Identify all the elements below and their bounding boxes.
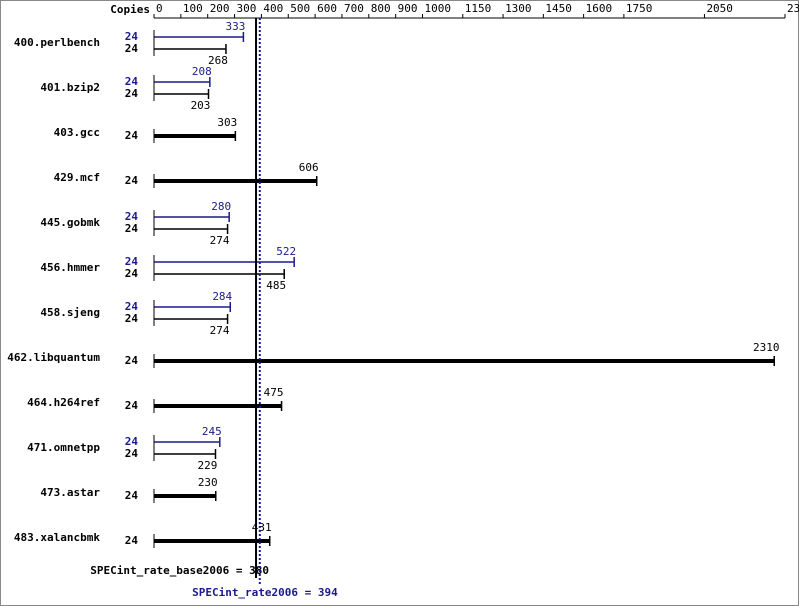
value-label: 606 bbox=[299, 161, 319, 174]
value-label: 245 bbox=[202, 425, 222, 438]
value-label: 2310 bbox=[753, 341, 780, 354]
copies-label: 24 bbox=[125, 210, 139, 223]
x-tick-label: 1300 bbox=[505, 2, 532, 15]
category-label: 400.perlbench bbox=[14, 36, 100, 49]
x-tick-label: 1000 bbox=[425, 2, 452, 15]
copies-label: 24 bbox=[125, 354, 139, 367]
x-tick-label: 1450 bbox=[545, 2, 572, 15]
value-label: 268 bbox=[208, 54, 228, 67]
category-label: 429.mcf bbox=[54, 171, 100, 184]
value-label: 303 bbox=[217, 116, 237, 129]
value-label: 475 bbox=[264, 386, 284, 399]
x-tick-label: 1150 bbox=[465, 2, 492, 15]
category-label: 456.hmmer bbox=[40, 261, 100, 274]
copies-label: 24 bbox=[125, 312, 139, 325]
copies-label: 24 bbox=[125, 435, 139, 448]
value-label: 522 bbox=[276, 245, 296, 258]
copies-label: 24 bbox=[125, 87, 139, 100]
copies-label: 24 bbox=[125, 222, 139, 235]
copies-header: Copies bbox=[110, 3, 150, 16]
category-label: 471.omnetpp bbox=[27, 441, 100, 454]
category-label: 462.libquantum bbox=[7, 351, 100, 364]
x-tick-label: 700 bbox=[344, 2, 364, 15]
x-tick-label: 1600 bbox=[586, 2, 613, 15]
value-label: 333 bbox=[225, 20, 245, 33]
x-tick-label: 0 bbox=[156, 2, 163, 15]
value-label: 274 bbox=[210, 324, 230, 337]
x-tick-label: 100 bbox=[183, 2, 203, 15]
x-tick-label: 900 bbox=[398, 2, 418, 15]
value-label: 230 bbox=[198, 476, 218, 489]
x-tick-label: 2350 bbox=[787, 2, 799, 15]
value-label: 431 bbox=[252, 521, 272, 534]
copies-label: 24 bbox=[125, 174, 139, 187]
category-label: 464.h264ref bbox=[27, 396, 100, 409]
x-tick-label: 800 bbox=[371, 2, 391, 15]
value-label: 274 bbox=[210, 234, 230, 247]
category-label: 445.gobmk bbox=[40, 216, 100, 229]
copies-label: 24 bbox=[125, 30, 139, 43]
copies-label: 24 bbox=[125, 399, 139, 412]
copies-label: 24 bbox=[125, 129, 139, 142]
x-tick-label: 400 bbox=[263, 2, 283, 15]
x-tick-label: 300 bbox=[237, 2, 257, 15]
value-label: 229 bbox=[198, 459, 218, 472]
copies-label: 24 bbox=[125, 75, 139, 88]
value-label: 203 bbox=[191, 99, 211, 112]
value-label: 284 bbox=[212, 290, 232, 303]
value-label: 280 bbox=[211, 200, 231, 213]
copies-label: 24 bbox=[125, 255, 139, 268]
x-tick-label: 1750 bbox=[626, 2, 653, 15]
x-tick-label: 2050 bbox=[706, 2, 733, 15]
copies-label: 24 bbox=[125, 300, 139, 313]
reference-label: SPECint_rate2006 = 394 bbox=[192, 586, 338, 599]
category-label: 403.gcc bbox=[54, 126, 100, 139]
copies-label: 24 bbox=[125, 42, 139, 55]
x-tick-label: 600 bbox=[317, 2, 337, 15]
copies-label: 24 bbox=[125, 534, 139, 547]
category-label: 401.bzip2 bbox=[40, 81, 100, 94]
copies-label: 24 bbox=[125, 447, 139, 460]
category-label: 483.xalancbmk bbox=[14, 531, 100, 544]
category-label: 458.sjeng bbox=[40, 306, 100, 319]
category-label: 473.astar bbox=[40, 486, 100, 499]
reference-label: SPECint_rate_base2006 = 380 bbox=[90, 564, 269, 577]
value-label: 485 bbox=[266, 279, 286, 292]
value-label: 208 bbox=[192, 65, 212, 78]
copies-label: 24 bbox=[125, 489, 139, 502]
x-tick-label: 500 bbox=[290, 2, 310, 15]
x-tick-label: 200 bbox=[210, 2, 230, 15]
copies-label: 24 bbox=[125, 267, 139, 280]
